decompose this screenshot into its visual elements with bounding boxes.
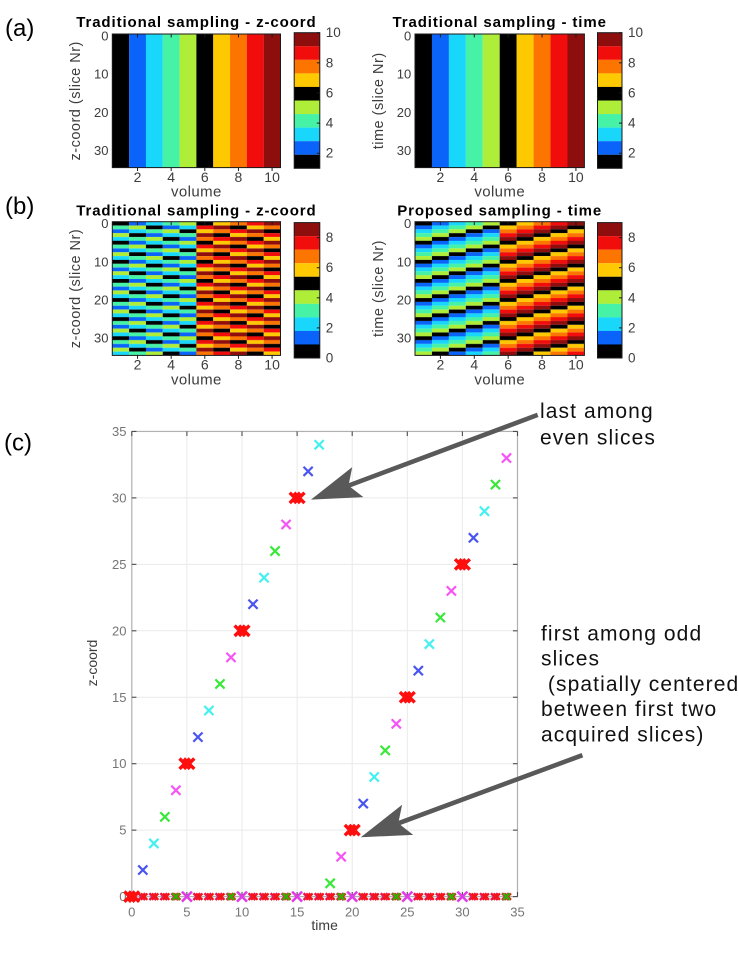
- svg-text:2: 2: [437, 357, 445, 373]
- svg-text:6: 6: [504, 169, 512, 185]
- svg-text:30: 30: [397, 143, 411, 158]
- svg-text:8: 8: [538, 357, 546, 373]
- svg-text:2: 2: [134, 357, 142, 373]
- svg-text:30: 30: [94, 331, 108, 346]
- svg-text:4: 4: [628, 290, 636, 305]
- svg-text:Traditional sampling - z-coord: Traditional sampling - z-coord: [76, 203, 316, 220]
- svg-text:Traditional sampling - z-coord: Traditional sampling - z-coord: [76, 14, 316, 31]
- svg-text:4: 4: [167, 357, 175, 373]
- svg-text:(b): (b): [5, 193, 34, 220]
- svg-text:6: 6: [326, 85, 334, 100]
- svg-text:30: 30: [112, 490, 126, 505]
- svg-text:0: 0: [404, 216, 411, 231]
- svg-text:first among odd: first among odd: [541, 622, 702, 645]
- svg-text:volume: volume: [171, 372, 222, 389]
- svg-text:time (slice Nr): time (slice Nr): [371, 240, 387, 337]
- svg-text:6: 6: [201, 169, 209, 185]
- svg-text:10: 10: [112, 756, 126, 771]
- svg-text:2: 2: [437, 169, 445, 185]
- svg-text:8: 8: [326, 55, 334, 70]
- svg-text:0: 0: [628, 351, 636, 366]
- svg-text:8: 8: [326, 230, 334, 245]
- svg-text:30: 30: [94, 143, 108, 158]
- svg-text:15: 15: [290, 905, 304, 920]
- svg-text:z-coord: z-coord: [84, 640, 100, 687]
- svg-text:8: 8: [235, 357, 243, 373]
- svg-text:25: 25: [400, 905, 414, 920]
- svg-text:even slices: even slices: [540, 427, 656, 450]
- svg-text:0: 0: [404, 28, 411, 43]
- svg-text:0: 0: [101, 216, 108, 231]
- svg-text:20: 20: [112, 623, 126, 638]
- svg-text:20: 20: [345, 905, 359, 920]
- svg-text:time (slice Nr): time (slice Nr): [371, 52, 387, 149]
- svg-text:4: 4: [326, 116, 334, 131]
- svg-text:6: 6: [628, 85, 636, 100]
- svg-text:(spatially centered: (spatially centered: [541, 673, 738, 696]
- svg-text:10: 10: [397, 254, 411, 269]
- svg-text:volume: volume: [474, 184, 525, 201]
- svg-text:20: 20: [397, 105, 411, 120]
- svg-text:slices: slices: [541, 648, 600, 671]
- svg-text:time: time: [311, 917, 338, 933]
- svg-text:6: 6: [504, 357, 512, 373]
- svg-text:10: 10: [94, 254, 108, 269]
- svg-text:10: 10: [568, 357, 584, 373]
- svg-text:6: 6: [628, 260, 636, 275]
- svg-text:4: 4: [326, 290, 334, 305]
- svg-text:last among: last among: [540, 400, 654, 423]
- svg-text:10: 10: [235, 905, 249, 920]
- svg-text:20: 20: [397, 293, 411, 308]
- svg-text:z-coord (slice Nr): z-coord (slice Nr): [68, 229, 84, 348]
- svg-text:4: 4: [167, 169, 175, 185]
- svg-text:8: 8: [235, 169, 243, 185]
- svg-text:30: 30: [397, 331, 411, 346]
- svg-text:acquired slices): acquired slices): [541, 723, 705, 746]
- svg-text:2: 2: [326, 146, 334, 161]
- svg-text:0: 0: [128, 905, 135, 920]
- svg-text:35: 35: [510, 905, 524, 920]
- svg-text:(c): (c): [4, 429, 32, 456]
- svg-text:10: 10: [397, 67, 411, 82]
- svg-text:35: 35: [112, 424, 126, 439]
- svg-text:6: 6: [326, 260, 334, 275]
- svg-text:10: 10: [264, 169, 280, 185]
- svg-text:8: 8: [628, 230, 636, 245]
- svg-text:30: 30: [455, 905, 469, 920]
- svg-text:volume: volume: [474, 372, 525, 389]
- svg-text:2: 2: [628, 146, 636, 161]
- svg-text:20: 20: [94, 105, 108, 120]
- svg-text:8: 8: [628, 55, 636, 70]
- svg-text:0: 0: [101, 28, 108, 43]
- svg-text:5: 5: [183, 905, 190, 920]
- svg-text:20: 20: [94, 293, 108, 308]
- svg-text:10: 10: [264, 357, 280, 373]
- svg-text:volume: volume: [171, 184, 222, 201]
- svg-text:10: 10: [628, 25, 643, 40]
- svg-text:Traditional sampling - time: Traditional sampling - time: [393, 14, 607, 31]
- svg-text:z-coord (slice Nr): z-coord (slice Nr): [68, 41, 84, 160]
- svg-text:4: 4: [470, 169, 478, 185]
- svg-text:between first two: between first two: [541, 698, 717, 721]
- svg-text:(a): (a): [5, 15, 34, 42]
- svg-text:10: 10: [326, 25, 341, 40]
- svg-text:8: 8: [538, 169, 546, 185]
- svg-text:10: 10: [568, 169, 584, 185]
- svg-text:25: 25: [112, 557, 126, 572]
- svg-text:4: 4: [470, 357, 478, 373]
- svg-text:0: 0: [119, 889, 126, 904]
- svg-text:Proposed sampling - time: Proposed sampling - time: [397, 203, 602, 220]
- svg-text:2: 2: [628, 320, 636, 335]
- svg-text:10: 10: [94, 67, 108, 82]
- svg-text:0: 0: [326, 351, 334, 366]
- svg-text:4: 4: [628, 116, 636, 131]
- svg-text:6: 6: [201, 357, 209, 373]
- svg-text:5: 5: [119, 823, 126, 838]
- svg-text:2: 2: [326, 320, 334, 335]
- svg-text:15: 15: [112, 690, 126, 705]
- svg-text:2: 2: [134, 169, 142, 185]
